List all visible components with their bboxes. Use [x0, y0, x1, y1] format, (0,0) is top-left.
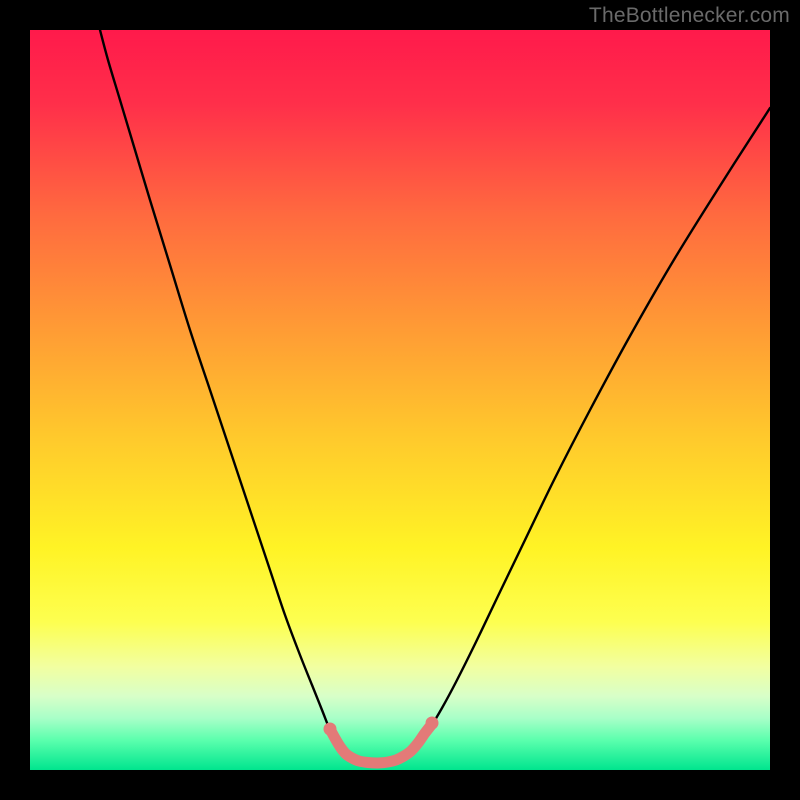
highlight-start-dot: [324, 723, 337, 736]
watermark-text: TheBottlenecker.com: [589, 4, 790, 28]
highlight-end-dot: [426, 717, 439, 730]
chart-frame: TheBottlenecker.com: [0, 0, 800, 800]
bottleneck-curve: [100, 30, 770, 763]
plot-area: [30, 30, 770, 770]
curve-layer: [30, 30, 770, 770]
optimal-range-highlight: [330, 724, 432, 763]
